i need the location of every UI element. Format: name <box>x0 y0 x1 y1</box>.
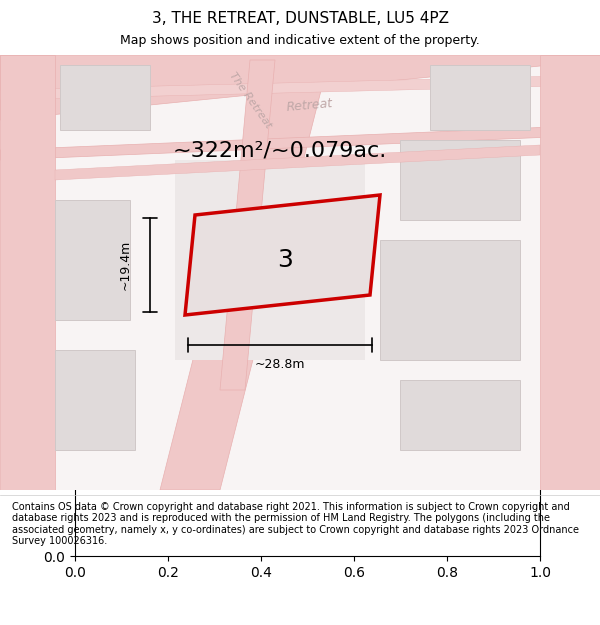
Bar <box>60 65 150 130</box>
Bar <box>400 380 520 450</box>
Text: The Retreat: The Retreat <box>227 70 273 130</box>
Text: ~19.4m: ~19.4m <box>119 240 131 290</box>
Bar <box>55 200 130 320</box>
Polygon shape <box>220 60 275 390</box>
Text: Map shows position and indicative extent of the property.: Map shows position and indicative extent… <box>120 34 480 47</box>
Bar <box>430 65 530 130</box>
Polygon shape <box>160 55 330 490</box>
Bar <box>380 240 520 360</box>
Bar <box>175 160 365 360</box>
Polygon shape <box>0 55 600 120</box>
Text: ~322m²/~0.079ac.: ~322m²/~0.079ac. <box>173 140 387 160</box>
Text: Retreat: Retreat <box>286 96 334 114</box>
Text: ~28.8m: ~28.8m <box>255 359 305 371</box>
Polygon shape <box>185 195 380 315</box>
Bar <box>55 350 135 450</box>
Polygon shape <box>0 55 55 490</box>
Text: 3: 3 <box>277 248 293 272</box>
Bar <box>400 140 520 220</box>
Polygon shape <box>0 75 600 100</box>
Text: Contains OS data © Crown copyright and database right 2021. This information is : Contains OS data © Crown copyright and d… <box>12 501 579 546</box>
Polygon shape <box>55 145 540 180</box>
Polygon shape <box>0 125 600 160</box>
Polygon shape <box>540 55 600 490</box>
Text: 3, THE RETREAT, DUNSTABLE, LU5 4PZ: 3, THE RETREAT, DUNSTABLE, LU5 4PZ <box>151 11 449 26</box>
